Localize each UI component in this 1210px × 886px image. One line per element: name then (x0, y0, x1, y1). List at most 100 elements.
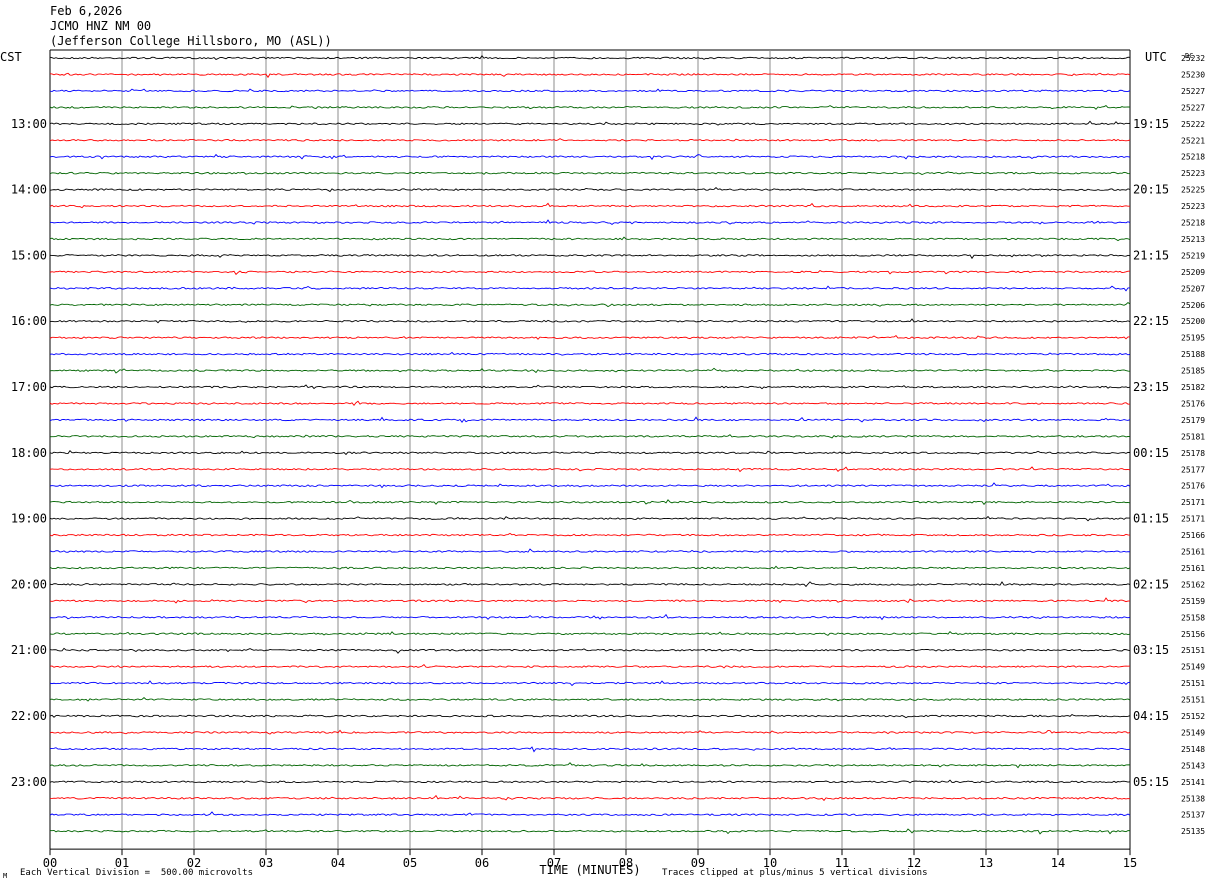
dc-offset-label: 25209 (1181, 268, 1205, 277)
trace-row (49, 581, 1131, 588)
dc-offset-label: 25221 (1181, 136, 1205, 145)
trace-row (49, 482, 1131, 489)
dc-offset-label: 25138 (1181, 794, 1205, 803)
dc-offset-label: 25222 (1181, 120, 1205, 129)
trace-row (49, 187, 1131, 193)
utc-time-label: 00:15 (1133, 446, 1169, 460)
trace-row (49, 202, 1131, 209)
dc-offset-label: 25213 (1181, 235, 1205, 244)
trace-row (49, 630, 1131, 636)
trace-row (49, 532, 1131, 537)
trace-row (49, 613, 1131, 621)
trace-row (49, 680, 1131, 687)
trace-row (49, 450, 1131, 456)
cst-time-label: 23:00 (11, 775, 47, 789)
dc-offset-label: 25230 (1181, 70, 1205, 79)
trace-row (49, 664, 1131, 669)
dc-offset-label: 25171 (1181, 498, 1205, 507)
dc-offset-label: 25135 (1181, 827, 1205, 836)
trace-row (49, 565, 1131, 570)
dc-offset-label: 25185 (1181, 367, 1205, 376)
trace-row (49, 779, 1131, 784)
dc-offset-label: 25207 (1181, 284, 1205, 293)
utc-time-label: 05:15 (1133, 775, 1169, 789)
dc-offset-label: 25219 (1181, 251, 1205, 260)
dc-labels: 25232 25230 25227 25227 25222 25221 25218 25223… (1181, 54, 1205, 836)
trace-row (49, 384, 1131, 390)
x-axis: 00 01 02 03 04 05 06 07 08 09 10 11 12 13 14 15 (43, 849, 1137, 870)
trace-row (49, 351, 1131, 356)
trace-row (49, 416, 1131, 423)
cst-time-label: 18:00 (11, 446, 47, 460)
trace-row (49, 794, 1131, 802)
dc-offset-label: 25179 (1181, 416, 1205, 425)
dc-offset-label: 25177 (1181, 465, 1205, 474)
trace-row (49, 302, 1131, 308)
trace-row (49, 548, 1131, 553)
x-tick-label: 14 (1051, 856, 1065, 870)
dc-offset-label: 25218 (1181, 219, 1205, 228)
dc-offset-label: 25161 (1181, 564, 1205, 573)
trace-row (49, 434, 1131, 439)
trace-row (49, 367, 1131, 374)
x-tick-label: 13 (979, 856, 993, 870)
cst-time-label: 19:00 (11, 512, 47, 526)
dc-offset-label: 25218 (1181, 153, 1205, 162)
dc-offset-label: 25206 (1181, 301, 1205, 310)
x-tick-label: 15 (1123, 856, 1137, 870)
header-date: Feb 6,2026 (50, 4, 123, 18)
dc-offset-label: 25223 (1181, 169, 1205, 178)
trace-row (49, 335, 1131, 340)
trace-row (49, 746, 1131, 753)
x-tick-label: 08 (619, 856, 633, 870)
trace-row (49, 647, 1131, 654)
x-tick-label: 01 (115, 856, 129, 870)
cst-time-label: 20:00 (11, 577, 47, 591)
trace-row (49, 697, 1131, 702)
trace-row (49, 828, 1131, 835)
left-zone-label: CST (0, 50, 22, 64)
trace-row (49, 270, 1131, 276)
dc-header: DC (1185, 52, 1193, 60)
dc-offset-label: 25178 (1181, 449, 1205, 458)
header-location: (Jefferson College Hillsboro, MO (ASL)) (50, 34, 332, 48)
trace-row (49, 72, 1131, 79)
utc-time-label: 20:15 (1133, 183, 1169, 197)
utc-time-label: 23:15 (1133, 380, 1169, 394)
dc-offset-label: 25171 (1181, 515, 1205, 524)
trace-row (49, 400, 1131, 406)
dc-offset-label: 25159 (1181, 597, 1205, 606)
trace-row (49, 88, 1131, 93)
x-tick-label: 07 (547, 856, 561, 870)
dc-offset-label: 25162 (1181, 580, 1205, 589)
x-tick-label: 03 (259, 856, 273, 870)
trace-row (49, 54, 1131, 60)
dc-offset-label: 25149 (1181, 663, 1205, 672)
trace-row (49, 254, 1131, 260)
utc-time-label: 21:15 (1133, 248, 1169, 262)
trace-row (49, 714, 1131, 719)
scale-note: Each Vertical Division = 500.00 microvol… (20, 868, 253, 878)
trace-row (49, 153, 1131, 161)
x-tick-label: 09 (691, 856, 705, 870)
dc-offset-label: 25176 (1181, 399, 1205, 408)
utc-time-label: 03:15 (1133, 643, 1169, 657)
cst-time-label: 16:00 (11, 314, 47, 328)
dc-offset-label: 25232 (1181, 54, 1205, 63)
dc-offset-label: 25182 (1181, 383, 1205, 392)
dc-offset-label: 25227 (1181, 103, 1205, 112)
trace-row (49, 811, 1131, 817)
trace-row (49, 236, 1131, 242)
cst-time-label: 15:00 (11, 248, 47, 262)
trace-row (49, 138, 1131, 142)
dc-offset-label: 25195 (1181, 334, 1205, 343)
x-tick-label: 12 (907, 856, 921, 870)
trace-row (49, 104, 1131, 110)
dc-offset-label: 25225 (1181, 186, 1205, 195)
corner-mark: M (3, 872, 8, 880)
dc-offset-label: 25152 (1181, 712, 1205, 721)
x-tick-label: 00 (43, 856, 57, 870)
dc-offset-label: 25161 (1181, 548, 1205, 557)
dc-offset-label: 25137 (1181, 811, 1205, 820)
